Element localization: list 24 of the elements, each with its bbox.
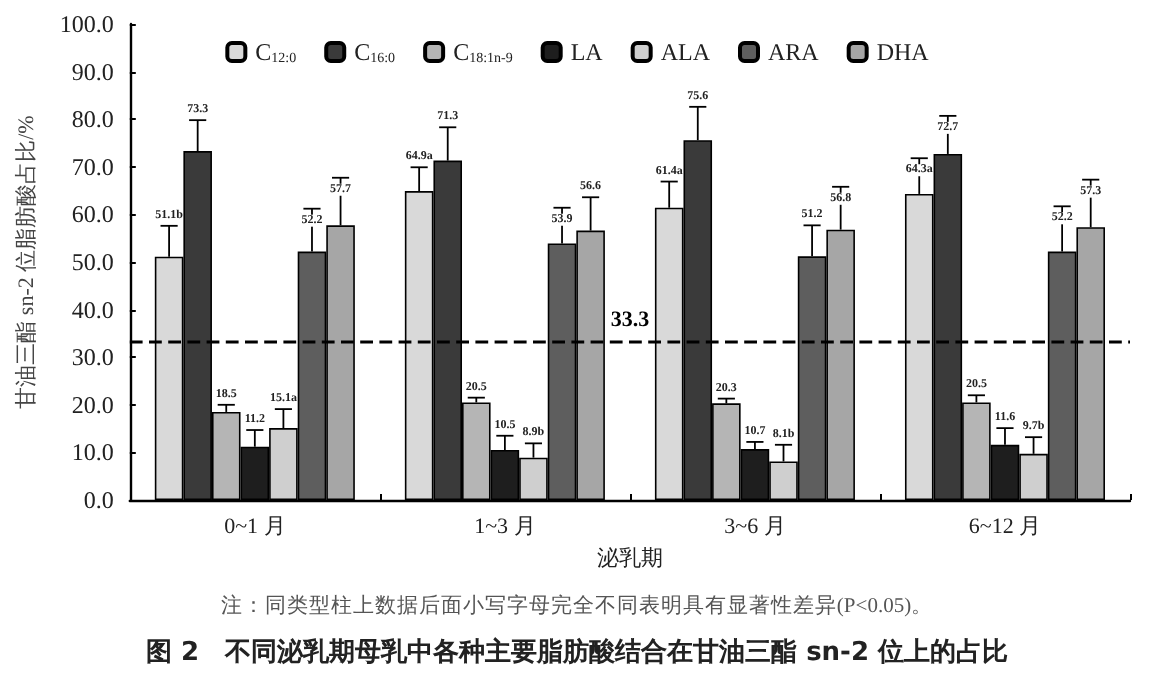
y-tick-label: 70.0 bbox=[71, 152, 114, 181]
legend-label: LA bbox=[570, 38, 604, 66]
ref-line-label: 33.3 bbox=[610, 308, 651, 333]
y-tick-label: 60.0 bbox=[71, 200, 114, 229]
legend-label: DHA bbox=[876, 38, 930, 66]
y-tick-label: 0.0 bbox=[83, 486, 114, 514]
y-tick-label: 30.0 bbox=[71, 343, 114, 372]
y-tick-label: 50.0 bbox=[71, 248, 114, 276]
x-tick-label: 6~12 月 bbox=[968, 515, 1042, 539]
x-tick-label: 0~1 月 bbox=[224, 515, 286, 539]
legend-label: ARA bbox=[768, 38, 820, 66]
y-axis-title: 甘油三酯 sn-2 位脂肪酸占比/% bbox=[13, 115, 39, 409]
text: 注：同类型柱上数据后面小写字母完全不同表明具有显著性差异(P<0.05)。 bbox=[220, 592, 934, 618]
text: 图 2 不同泌乳期母乳中各种主要脂肪酸结合在甘油三酯 sn-2 位上的占比 bbox=[145, 636, 1009, 668]
legend-label: ALA bbox=[660, 38, 711, 66]
y-tick-label: 40.0 bbox=[71, 295, 114, 324]
y-tick-label: 80.0 bbox=[71, 105, 114, 134]
y-tick-label: 20.0 bbox=[71, 390, 114, 419]
x-tick-label: 3~6 月 bbox=[724, 515, 786, 539]
y-tick-label: 10.0 bbox=[71, 438, 114, 467]
y-tick-label: 90.0 bbox=[71, 57, 114, 86]
x-axis-title: 泌乳期 bbox=[596, 544, 663, 571]
x-tick-label: 1~3 月 bbox=[474, 515, 536, 539]
y-tick-label: 100.0 bbox=[59, 10, 114, 38]
